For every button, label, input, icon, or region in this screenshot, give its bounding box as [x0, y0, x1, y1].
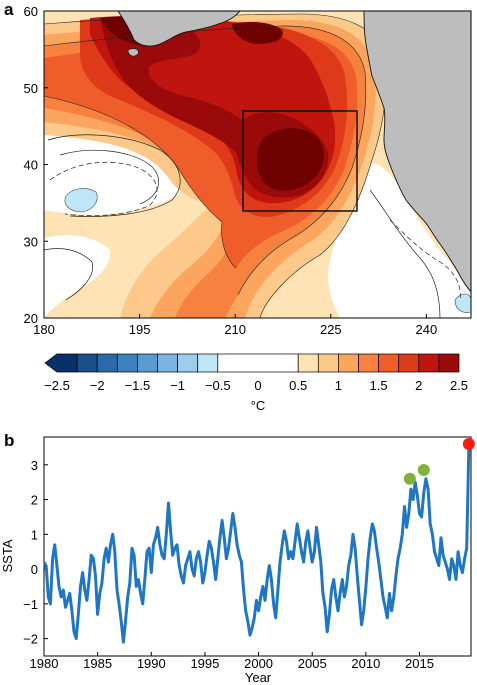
y-axis-label: SSTA	[0, 539, 15, 572]
colorbar-tick-label: −1.5	[125, 378, 151, 393]
panel-b-letter: b	[4, 431, 14, 450]
anomaly-band-neutral-southeast	[328, 162, 471, 318]
land-north-america	[363, 11, 471, 293]
colorbar-swatch	[378, 353, 400, 373]
ts-y-tick-label: 0	[31, 562, 38, 577]
highlight-point	[403, 472, 416, 485]
colorbar-tick-label: −2	[90, 378, 105, 393]
colorbar-swatch	[398, 353, 420, 373]
negative-contour-2	[389, 219, 461, 301]
ts-x-tick-label: 1990	[137, 656, 166, 671]
colorbar-tick-label: 2.5	[450, 378, 468, 393]
highlight-point	[462, 437, 475, 450]
colorbar-swatch	[137, 353, 158, 373]
colorbar-tick-label: −1	[170, 378, 185, 393]
colorbar-swatch	[76, 353, 98, 373]
zero-contour-4	[44, 248, 94, 301]
colorbar-tick-label: 0.5	[289, 378, 307, 393]
colorbar-label: °C	[251, 398, 266, 413]
colorbar-swatch	[297, 353, 319, 373]
colorbar-tick-label: 1.5	[370, 378, 388, 393]
map-y-tick-label: 50	[24, 81, 38, 96]
colorbar-swatch	[217, 353, 299, 373]
map-y-tick-label: 60	[24, 4, 38, 19]
map-x-tick-label: 225	[320, 322, 342, 337]
cold-patch-southeast	[454, 293, 471, 313]
ts-x-tick-label: 2000	[244, 656, 273, 671]
ts-x-tick-label: 2015	[405, 656, 434, 671]
ts-x-tick-label: 2010	[351, 656, 380, 671]
highlight-point	[417, 464, 430, 477]
colorbar-swatch	[317, 353, 339, 373]
colorbar-swatch	[177, 353, 199, 373]
map-y-tick-label: 30	[24, 234, 38, 249]
colorbar-swatch	[438, 353, 460, 373]
colorbar-swatch	[418, 353, 440, 373]
colorbar-tick-label: 0	[254, 378, 261, 393]
anomaly-band-max	[100, 16, 324, 191]
colorbar-tick-label: −0.5	[205, 378, 231, 393]
negative-contour-1	[49, 161, 158, 217]
map-y-tick-label: 40	[24, 158, 38, 173]
ts-y-tick-label: −2	[23, 632, 38, 647]
colorbar-tick-label: 1	[335, 378, 342, 393]
contour-outline-3	[44, 95, 237, 269]
anomaly-band-neutral-southwest	[44, 235, 111, 318]
sst-anomaly-map	[44, 11, 471, 318]
colorbar-swatch	[116, 353, 138, 373]
panel-a-letter: a	[4, 0, 14, 19]
study-region-box	[242, 110, 358, 212]
colorbar-swatch	[338, 353, 359, 373]
ts-x-tick-label: 1995	[190, 656, 219, 671]
ssta-series-line	[42, 443, 471, 644]
map-y-tick-label: 20	[24, 311, 38, 326]
land-island	[127, 48, 139, 57]
map-x-tick-label: 240	[416, 322, 438, 337]
colorbar: −2.5 −2 −1.5 −1 −0.5 0 0.5 1 1.5 2 2.5	[44, 353, 468, 393]
x-axis-label: Year	[245, 670, 272, 685]
colorbar-swatch	[96, 353, 118, 373]
zero-contour-1	[47, 134, 181, 217]
ts-x-tick-label: 1985	[83, 656, 112, 671]
colorbar-swatch	[358, 353, 379, 373]
land-alaska	[117, 11, 241, 47]
cold-patch-west	[64, 188, 98, 213]
map-x-tick-label: 180	[33, 322, 55, 337]
ts-y-tick-label: 3	[31, 458, 38, 473]
ts-y-tick-label: −1	[23, 597, 38, 612]
map-x-tick-label: 210	[224, 322, 246, 337]
colorbar-swatch	[44, 353, 78, 373]
map-axes: 180 195 210 225 240 20 30 40 50 60	[24, 4, 438, 337]
ts-x-tick-label: 1980	[30, 656, 59, 671]
map-x-tick-label: 195	[129, 322, 151, 337]
ts-y-tick-label: 1	[31, 527, 38, 542]
ts-y-tick-label: 2	[31, 493, 38, 508]
colorbar-tick-label: −2.5	[44, 378, 70, 393]
ssta-timeseries	[42, 437, 475, 644]
colorbar-swatch	[157, 353, 178, 373]
zero-contour-2	[59, 149, 160, 205]
timeseries-axes: 1980 1985 1990 1995 2000 2005 2010 2015 −2 −1 0 1 2 3	[23, 458, 434, 671]
colorbar-tick-label: 2	[415, 378, 422, 393]
timeseries-frame	[43, 436, 472, 657]
colorbar-swatch	[197, 353, 219, 373]
ts-x-tick-label: 2005	[298, 656, 327, 671]
zero-contour-3	[369, 189, 441, 318]
